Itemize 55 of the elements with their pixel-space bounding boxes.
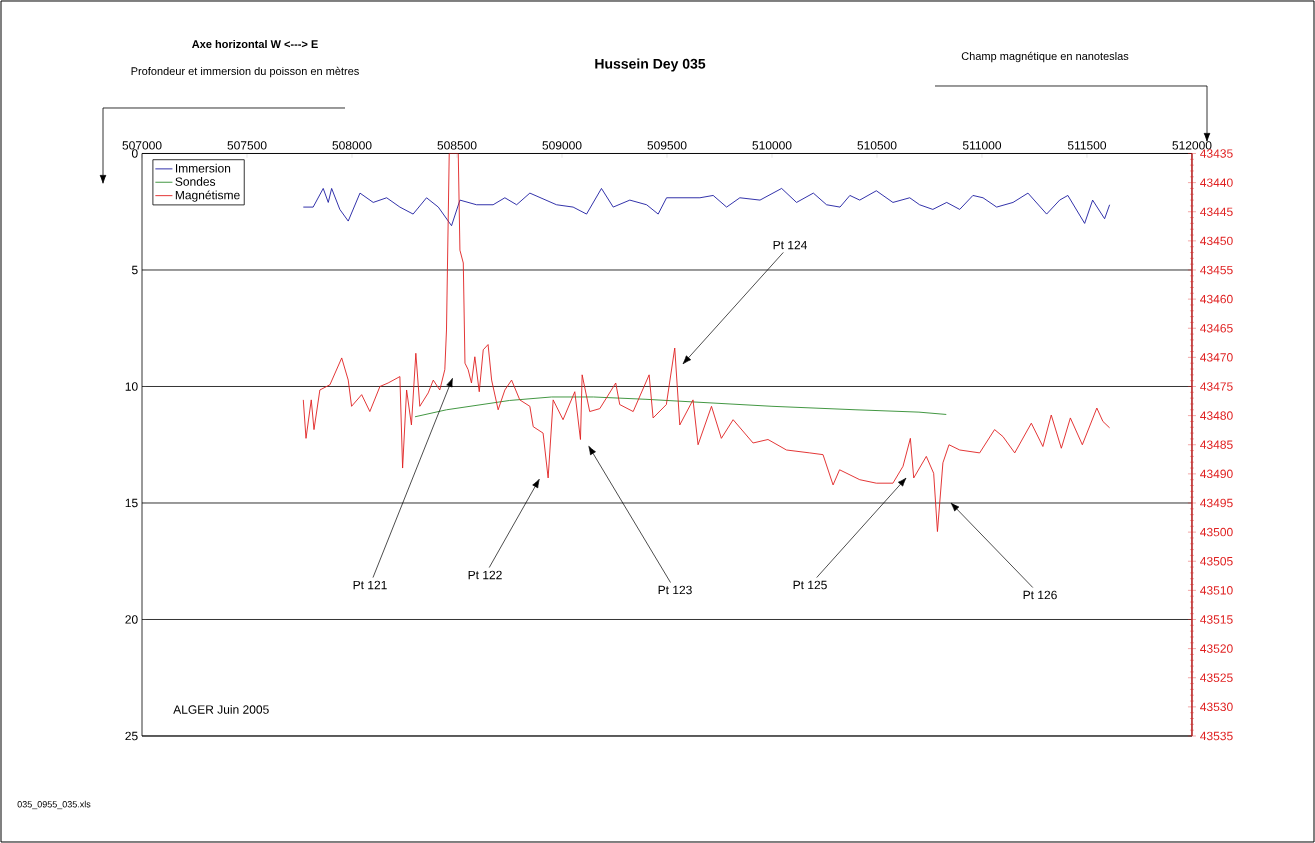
y2-tick-label: 43475 xyxy=(1200,382,1233,391)
x-tick-label: 512000 xyxy=(1172,141,1212,150)
text: 035_0955_035.xls xyxy=(17,800,91,810)
annotation: Pt 121 xyxy=(353,580,387,590)
x-tick-label: 509000 xyxy=(542,141,582,150)
y2-tick-label: 43450 xyxy=(1200,236,1233,246)
x-tick-label: 510000 xyxy=(752,141,792,150)
y2-tick-label: 43445 xyxy=(1200,207,1233,216)
y2-tick-label: 43460 xyxy=(1200,294,1233,304)
x-tick-label: 510500 xyxy=(857,141,897,150)
legend-label: Sondes xyxy=(175,177,216,186)
annotation: Pt 125 xyxy=(793,580,827,590)
y2-tick-label: 43510 xyxy=(1200,586,1233,595)
y2-tick-label: 43520 xyxy=(1200,644,1233,653)
x-tick-label: 508500 xyxy=(437,141,477,150)
y2-tick-label: 43505 xyxy=(1200,557,1233,566)
y2-tick-label: 43455 xyxy=(1200,265,1233,275)
x-tick-label: 508000 xyxy=(332,141,372,150)
annotation: Pt 126 xyxy=(1023,590,1057,600)
x-tick-label: 511500 xyxy=(1067,141,1107,150)
y-tick-label: 5 xyxy=(131,265,138,275)
text: Profondeur et immersion du poisson en mètres xyxy=(131,66,359,78)
y2-tick-label: 43485 xyxy=(1200,440,1233,449)
y-tick-label: 10 xyxy=(125,382,138,391)
y2-tick-label: 43435 xyxy=(1200,149,1233,158)
annotation: ALGER Juin 2005 xyxy=(173,704,269,714)
annotation: Pt 123 xyxy=(658,585,692,595)
y-tick-label: 25 xyxy=(125,731,138,741)
y2-tick-label: 43470 xyxy=(1200,353,1233,362)
y2-tick-label: 43535 xyxy=(1200,731,1233,741)
x-tick-label: 511000 xyxy=(962,141,1002,150)
y-tick-label: 15 xyxy=(125,498,138,508)
y2-tick-label: 43530 xyxy=(1200,702,1233,712)
y-tick-label: 20 xyxy=(125,615,138,624)
y2-tick-label: 43525 xyxy=(1200,673,1233,682)
y-tick-label: 0 xyxy=(131,149,138,158)
line-series xyxy=(302,153,1111,532)
chart-title: Hussein Dey 035 xyxy=(595,58,706,72)
y2-tick-label: 43490 xyxy=(1200,469,1233,479)
legend-label: Immersion xyxy=(175,163,231,173)
y2-tick-label: 43495 xyxy=(1200,498,1233,508)
line-series xyxy=(414,396,947,418)
annotation: Pt 124 xyxy=(773,240,807,250)
annotation: Pt 122 xyxy=(468,570,502,580)
y2-tick-label: 43480 xyxy=(1200,411,1233,420)
legend-label: Magnétisme xyxy=(175,190,240,202)
y2-tick-label: 43465 xyxy=(1200,324,1233,333)
text: Champ magnétique en nanoteslas xyxy=(961,51,1129,63)
y2-tick-label: 43515 xyxy=(1200,615,1233,624)
x-tick-label: 507000 xyxy=(122,141,162,150)
y2-tick-label: 43500 xyxy=(1200,527,1233,537)
x-tick-label: 507500 xyxy=(227,141,267,150)
x-tick-label: 509500 xyxy=(647,141,687,150)
text: Axe horizontal W <---> E xyxy=(192,39,318,49)
y2-tick-label: 43440 xyxy=(1200,178,1233,187)
